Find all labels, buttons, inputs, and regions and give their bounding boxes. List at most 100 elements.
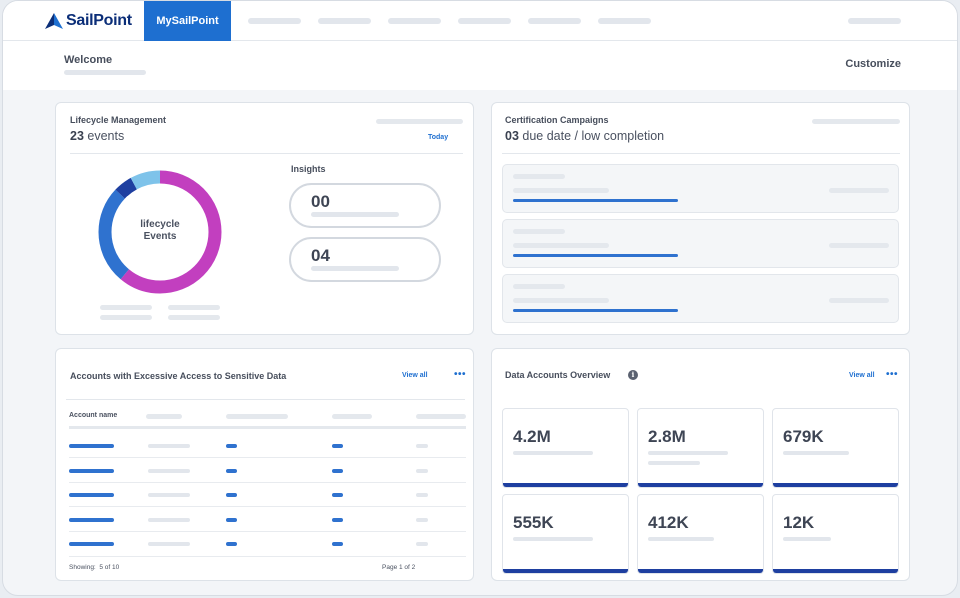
- more-options-icon[interactable]: •••: [454, 369, 467, 380]
- card-title: Data Accounts Overview: [505, 370, 611, 380]
- header-underline: [69, 426, 466, 429]
- nav-item-placeholder[interactable]: [248, 18, 301, 24]
- campaign-detail-placeholder: [513, 243, 609, 248]
- showing-value: 5 of 10: [99, 564, 120, 571]
- lifecycle-events-count: 23 events: [70, 129, 124, 143]
- events-number: 23: [70, 129, 84, 143]
- welcome-header: Welcome Customize: [3, 41, 957, 90]
- showing-count: Showing: 5 of 10: [69, 564, 119, 571]
- campaign-row[interactable]: [502, 219, 899, 268]
- insight-placeholder: [311, 212, 399, 217]
- campaign-progress-bar: [513, 309, 678, 312]
- certification-campaigns-card: Certification Campaigns 03 due date / lo…: [491, 102, 910, 335]
- legend-placeholder: [100, 305, 152, 310]
- metric-label-placeholder: [648, 537, 714, 541]
- nav-item-placeholder[interactable]: [598, 18, 651, 24]
- cell-placeholder: [416, 468, 428, 473]
- top-navigation-bar: SailPoint MySailPoint: [3, 1, 957, 41]
- welcome-subtitle-placeholder: [64, 70, 146, 75]
- cell-indicator: [226, 468, 237, 473]
- divider: [66, 399, 465, 400]
- divider: [502, 153, 900, 154]
- metric-label-placeholder: [513, 451, 593, 455]
- view-all-link[interactable]: View all: [849, 372, 875, 379]
- account-name-placeholder: [69, 517, 114, 522]
- data-metric-tile[interactable]: 555K: [502, 494, 629, 574]
- row-divider: [69, 481, 466, 483]
- campaign-row[interactable]: [502, 164, 899, 213]
- data-metric-tile[interactable]: 4.2M: [502, 408, 629, 488]
- insight-pill[interactable]: 04: [289, 237, 441, 282]
- cell-placeholder: [416, 493, 428, 497]
- insight-value: 00: [311, 192, 330, 211]
- sailpoint-sail-icon: [45, 13, 63, 29]
- cell-indicator: [332, 444, 343, 448]
- metric-accent-bar: [773, 569, 898, 573]
- campaign-progress-bar: [513, 199, 678, 202]
- column-header-placeholder[interactable]: [332, 414, 372, 419]
- data-metric-tile[interactable]: 2.8M: [637, 408, 764, 488]
- showing-label: Showing:: [69, 564, 96, 571]
- legend-placeholder: [168, 315, 220, 320]
- insight-pill[interactable]: 00: [289, 183, 441, 228]
- nav-item-placeholder[interactable]: [388, 18, 441, 24]
- nav-item-placeholder[interactable]: [528, 18, 581, 24]
- cell-placeholder: [148, 468, 190, 473]
- customize-button[interactable]: Customize: [845, 58, 901, 70]
- data-metric-tile[interactable]: 412K: [637, 494, 764, 574]
- header-placeholder: [376, 119, 463, 124]
- today-link[interactable]: Today: [428, 134, 449, 141]
- campaign-progress-bar: [513, 254, 678, 257]
- metric-label-placeholder: [783, 537, 831, 541]
- header-placeholder: [812, 119, 900, 124]
- account-name-placeholder: [69, 542, 114, 546]
- info-icon[interactable]: i: [628, 370, 638, 380]
- cell-indicator: [226, 517, 237, 522]
- column-header-placeholder[interactable]: [416, 414, 466, 419]
- cell-indicator: [332, 468, 343, 473]
- donut-label-line2: Events: [143, 231, 177, 242]
- insight-value: 04: [311, 246, 330, 265]
- donut-segment-blue[interactable]: [98, 170, 222, 294]
- cell-placeholder: [148, 444, 190, 448]
- page-title: Welcome: [64, 54, 113, 66]
- sailpoint-logo[interactable]: SailPoint: [45, 11, 132, 31]
- campaign-meta-placeholder: [829, 243, 889, 248]
- view-all-link[interactable]: View all: [402, 372, 428, 379]
- column-header-placeholder[interactable]: [226, 414, 288, 419]
- campaign-name-placeholder: [513, 229, 565, 234]
- metric-value: 2.8M: [648, 427, 686, 446]
- lifecycle-management-card: Lifecycle Management 23 events Today lif…: [55, 102, 474, 335]
- more-options-icon[interactable]: •••: [886, 369, 899, 380]
- column-header-placeholder[interactable]: [146, 414, 182, 419]
- cell-indicator: [332, 517, 343, 522]
- cell-indicator: [332, 542, 343, 546]
- metric-label-placeholder: [648, 461, 700, 465]
- metric-accent-bar: [638, 569, 763, 573]
- legend-placeholder: [100, 315, 152, 320]
- events-label: events: [83, 129, 125, 143]
- campaign-row[interactable]: [502, 274, 899, 323]
- data-metric-tile[interactable]: 679K: [772, 408, 899, 488]
- cell-placeholder: [416, 517, 428, 522]
- column-header-account-name[interactable]: Account name: [69, 412, 118, 419]
- donut-label-line1: lifecycle: [140, 219, 180, 230]
- metric-label-placeholder: [783, 451, 849, 455]
- metric-value: 555K: [513, 513, 554, 532]
- row-divider: [69, 556, 466, 557]
- tab-mysailpoint[interactable]: MySailPoint: [144, 1, 231, 41]
- metric-value: 412K: [648, 513, 689, 532]
- nav-item-placeholder[interactable]: [458, 18, 511, 24]
- row-divider: [69, 506, 466, 507]
- metric-value: 4.2M: [513, 427, 551, 446]
- pagination-label[interactable]: Page 1 of 2: [382, 564, 416, 571]
- metric-accent-bar: [773, 483, 898, 487]
- campaigns-label: due date / low completion: [518, 129, 665, 143]
- user-menu-placeholder[interactable]: [848, 18, 901, 24]
- nav-item-placeholder[interactable]: [318, 18, 371, 24]
- cell-indicator: [332, 493, 343, 497]
- data-metric-tile[interactable]: 12K: [772, 494, 899, 574]
- metric-label-placeholder: [513, 537, 593, 541]
- donut-segment-light-blue[interactable]: [98, 170, 222, 294]
